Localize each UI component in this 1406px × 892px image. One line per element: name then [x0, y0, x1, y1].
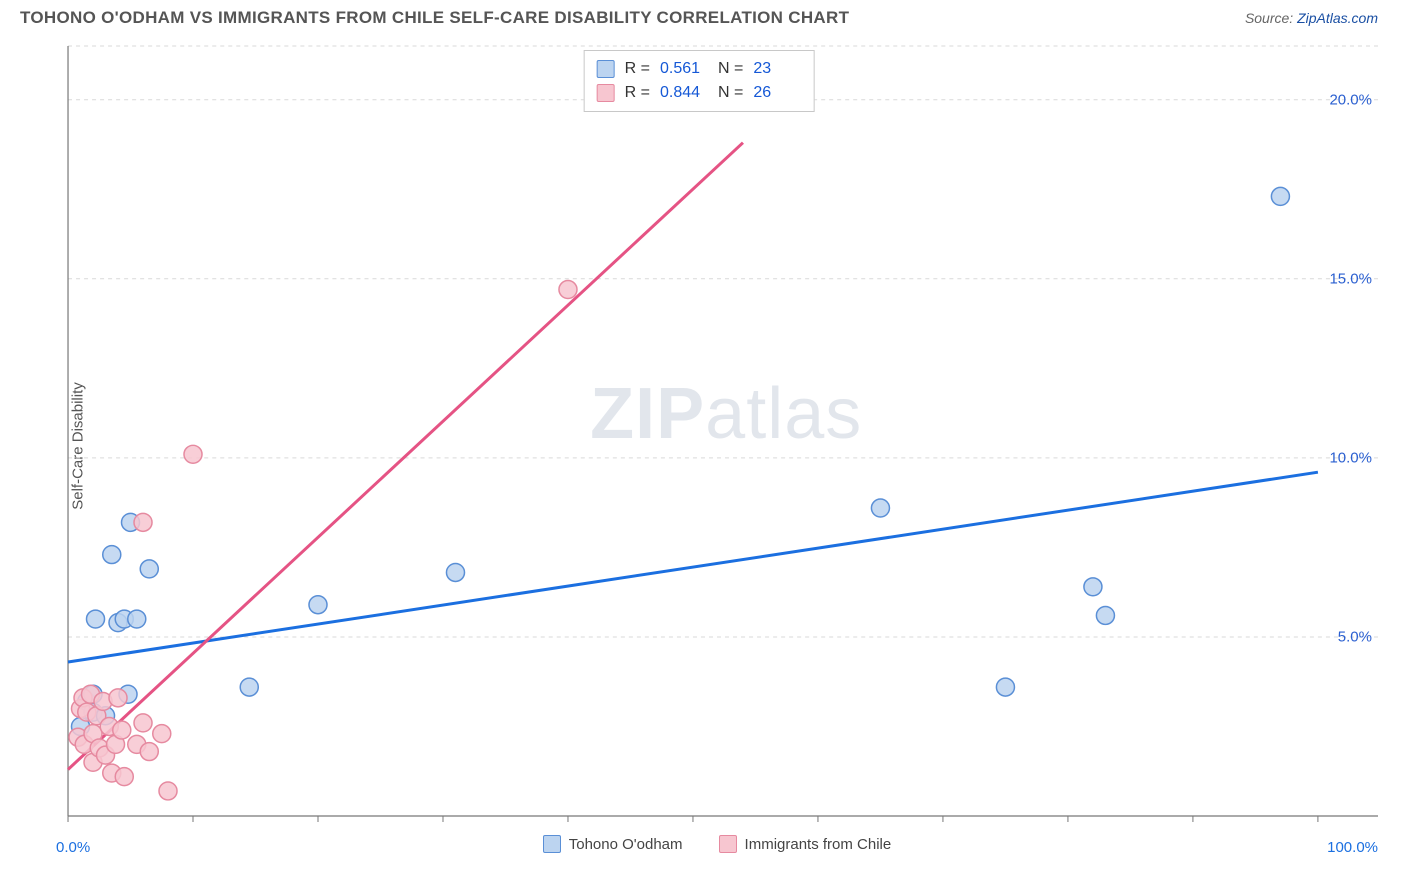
chart-area: Self-Care Disability ZIPatlas 5.0%10.0%1… [20, 40, 1378, 852]
chart-title: TOHONO O'ODHAM VS IMMIGRANTS FROM CHILE … [20, 8, 849, 28]
source-link[interactable]: ZipAtlas.com [1297, 10, 1378, 26]
stats-legend: R =0.561N =23R =0.844N =26 [584, 50, 815, 112]
legend-swatch [597, 60, 615, 78]
scatter-plot-svg [56, 40, 1378, 828]
chart-source: Source: ZipAtlas.com [1245, 10, 1378, 26]
series-legend: Tohono O'odham Immigrants from Chile [56, 830, 1378, 858]
stats-legend-row: R =0.561N =23 [597, 57, 802, 81]
y-tick-label: 15.0% [1329, 270, 1372, 287]
legend-item: Tohono O'odham [543, 835, 683, 853]
legend-swatch [597, 84, 615, 102]
legend-label: Immigrants from Chile [745, 836, 892, 853]
legend-swatch [719, 835, 737, 853]
y-tick-label: 5.0% [1338, 628, 1372, 645]
legend-item: Immigrants from Chile [719, 835, 892, 853]
legend-swatch [543, 835, 561, 853]
stats-legend-row: R =0.844N =26 [597, 81, 802, 105]
chart-header: TOHONO O'ODHAM VS IMMIGRANTS FROM CHILE … [0, 0, 1406, 32]
y-tick-label: 20.0% [1329, 91, 1372, 108]
legend-label: Tohono O'odham [569, 836, 683, 853]
y-tick-label: 10.0% [1329, 449, 1372, 466]
